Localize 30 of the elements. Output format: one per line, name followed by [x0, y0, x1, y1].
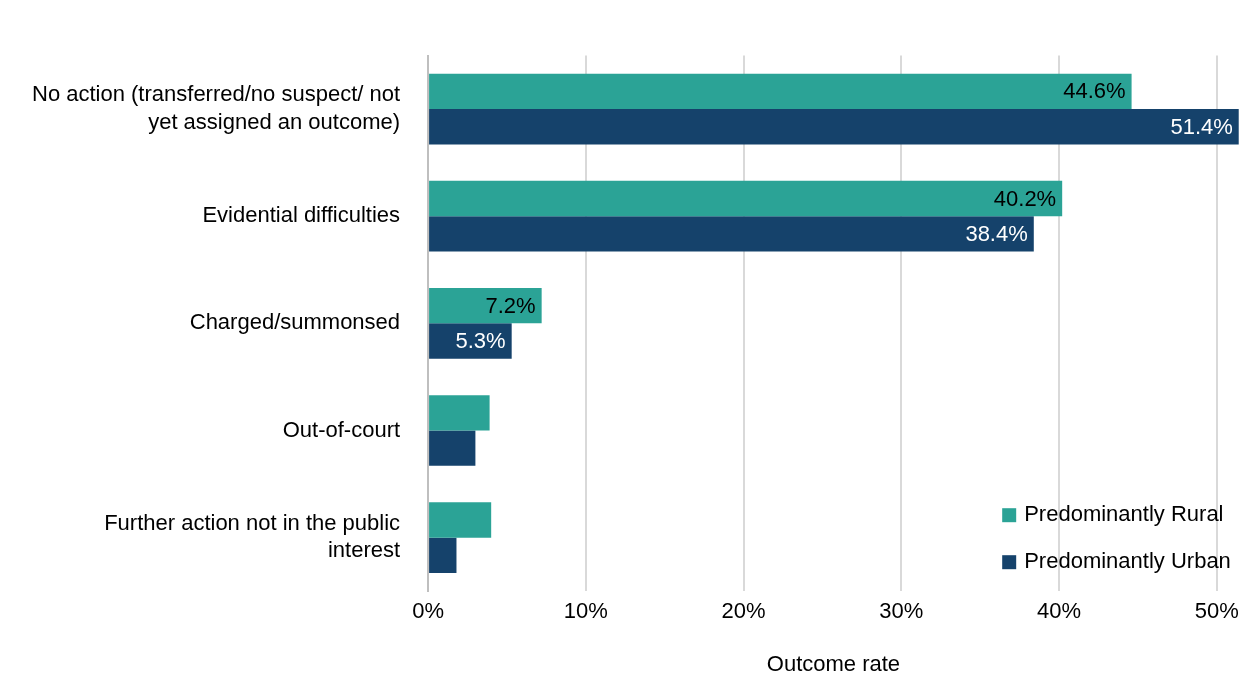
legend-label: Predominantly Urban [1024, 548, 1231, 574]
y-tick-label: Out-of-court [282, 416, 401, 442]
data-label: 7.2% [485, 292, 536, 318]
legend-label: Predominantly Rural [1024, 501, 1224, 527]
bar [429, 537, 457, 573]
y-tick-label: No action (transferred/no suspect/ not yet assigned an outcome) [31, 81, 401, 134]
x-tick-label: 10% [563, 598, 608, 624]
x-tick-label: 50% [1194, 598, 1239, 624]
bar [429, 323, 512, 359]
x-tick-label: 30% [879, 598, 924, 624]
bar [429, 216, 1034, 252]
x-tick-label: 20% [721, 598, 766, 624]
y-tick-label: Evidential difficulties [202, 202, 401, 228]
x-axis-title: Outcome rate [766, 650, 901, 676]
data-label: 38.4% [965, 220, 1028, 246]
y-tick-label: Further action not in the public interest [104, 509, 401, 563]
x-tick-label: 40% [1037, 598, 1082, 624]
data-label: 44.6% [1063, 78, 1126, 104]
data-label: 40.2% [993, 185, 1057, 211]
data-label: 5.3% [455, 328, 506, 354]
y-tick-label: Charged/summonsed [189, 309, 401, 335]
x-tick-label: 0% [412, 598, 444, 624]
bar [429, 287, 542, 324]
bar [429, 109, 1239, 145]
bar [429, 180, 1063, 217]
bar [429, 502, 492, 538]
bar [429, 430, 476, 466]
bar [429, 395, 490, 431]
bar [429, 73, 1132, 110]
data-label: 51.4% [1170, 113, 1233, 139]
